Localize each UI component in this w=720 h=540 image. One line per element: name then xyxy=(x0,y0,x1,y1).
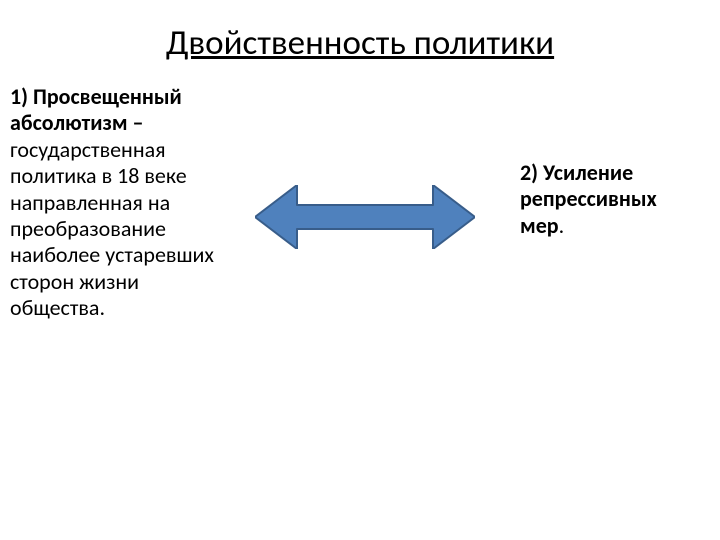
left-bold: Просвещенный абсолютизм – xyxy=(10,83,182,136)
page-title: Двойственность политики xyxy=(0,0,720,74)
right-tail: . xyxy=(559,212,565,239)
left-block: 1) Просвещенный абсолютизм – государстве… xyxy=(10,74,225,322)
left-text: 1) Просвещенный абсолютизм – государстве… xyxy=(10,84,225,322)
left-num: 1) xyxy=(10,83,28,110)
right-block: 2) Усиление репрессивных мер. xyxy=(520,160,680,239)
double-arrow-icon xyxy=(255,185,475,255)
right-text: 2) Усиление репрессивных мер. xyxy=(520,160,680,239)
left-body: государственная политика в 18 веке напра… xyxy=(10,136,214,321)
right-num: 2) xyxy=(520,159,538,186)
right-bold: Усиление репрессивных мер xyxy=(520,159,657,239)
